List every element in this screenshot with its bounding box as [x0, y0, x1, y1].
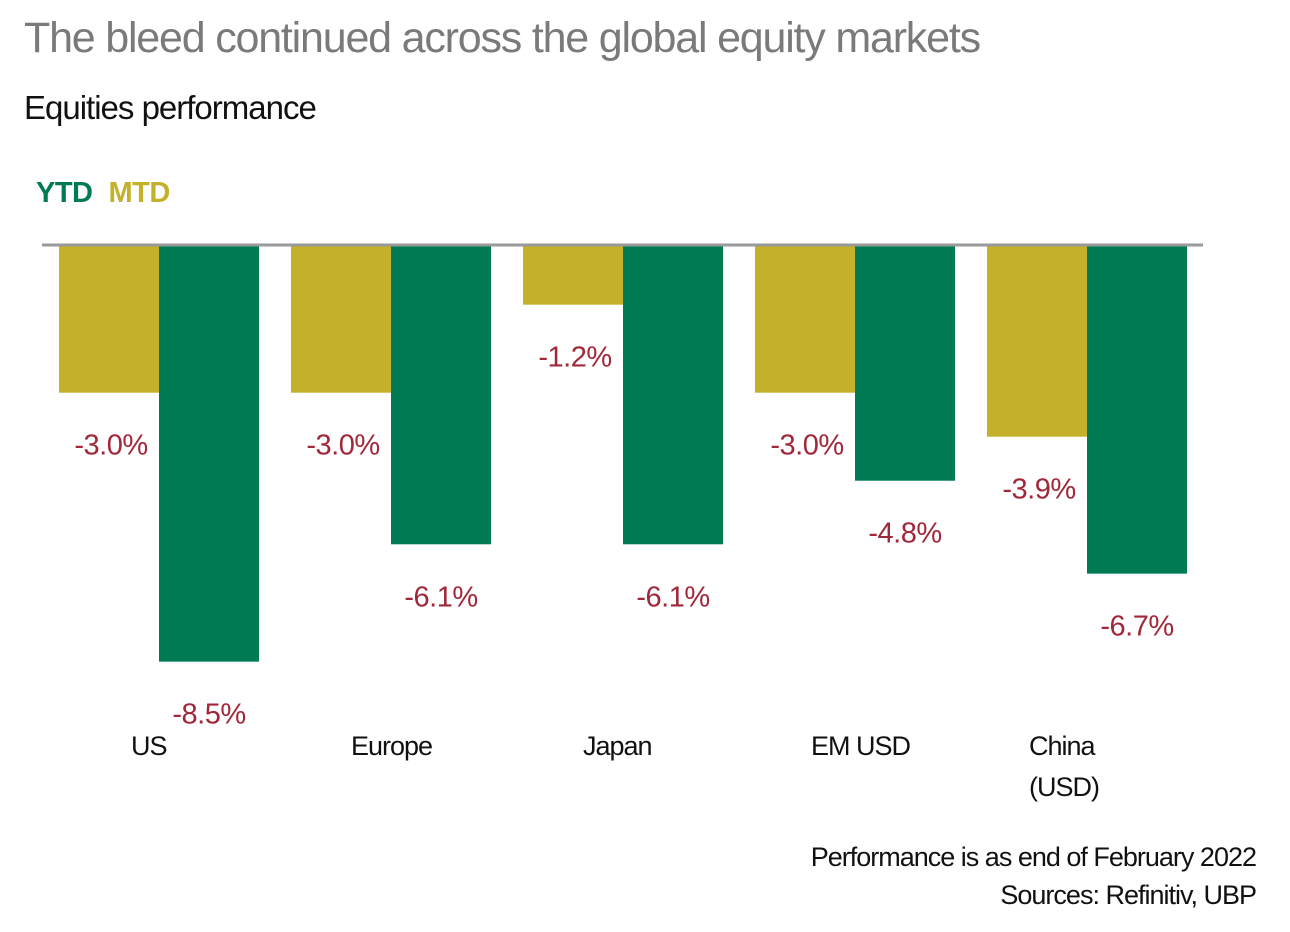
legend-item-mtd: MTD	[108, 177, 171, 209]
data-label-ytd-3: -4.8%	[868, 518, 941, 550]
category-label-1: Europe	[351, 731, 432, 761]
footnote-sources: Sources: Refinitiv, UBP	[1000, 880, 1257, 910]
data-label-mtd-0: -3.0%	[74, 430, 147, 462]
bar-ytd-2	[623, 246, 723, 545]
bar-ytd-1	[391, 246, 491, 545]
footnote-date: Performance is as end of February 2022	[810, 842, 1257, 872]
data-label-ytd-4: -6.7%	[1100, 611, 1173, 643]
bar-mtd-4	[987, 246, 1087, 437]
chart-subtitle: Equities performance	[24, 89, 317, 126]
data-label-mtd-3: -3.0%	[770, 430, 843, 462]
bar-mtd-1	[291, 246, 391, 393]
legend-item-ytd: YTD	[36, 177, 93, 209]
bar-ytd-3	[855, 246, 955, 481]
category-label-4: China	[1029, 731, 1097, 761]
data-label-mtd-2: -1.2%	[538, 342, 611, 374]
bar-mtd-2	[523, 246, 623, 305]
chart-title: The bleed continued across the global eq…	[24, 14, 981, 62]
category-label-0: US	[131, 731, 167, 761]
category-label-3: EM USD	[811, 731, 911, 761]
data-label-ytd-1: -6.1%	[404, 581, 477, 613]
legend: YTD MTD	[36, 177, 186, 210]
bar-mtd-0	[59, 246, 159, 393]
data-label-ytd-0: -8.5%	[172, 699, 245, 731]
data-label-mtd-4: -3.9%	[1002, 474, 1075, 506]
bar-ytd-0	[159, 246, 259, 662]
data-label-ytd-2: -6.1%	[636, 581, 709, 613]
category-label-2: Japan	[583, 731, 652, 761]
bar-ytd-4	[1087, 246, 1187, 574]
data-label-mtd-1: -3.0%	[306, 430, 379, 462]
category-label-4-line2: (USD)	[1029, 772, 1099, 802]
bar-mtd-3	[755, 246, 855, 393]
